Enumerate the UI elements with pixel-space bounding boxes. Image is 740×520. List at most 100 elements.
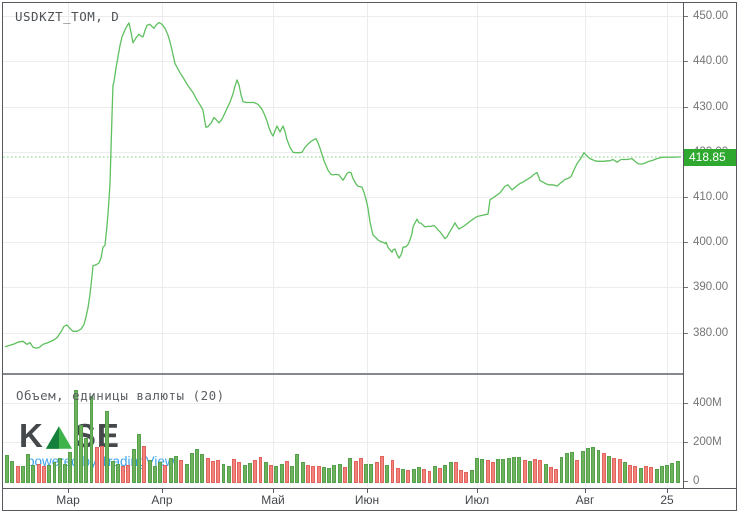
volume-bar — [485, 459, 490, 483]
volume-bar — [205, 457, 210, 484]
time-scale-tick — [667, 489, 668, 493]
volume-bar — [559, 456, 564, 483]
volume-bar — [453, 461, 458, 483]
gridline — [3, 403, 683, 404]
price-tick-label: 400M — [693, 397, 722, 409]
time-scale-tick — [273, 489, 274, 493]
volume-bar — [379, 455, 384, 483]
volume-bar — [527, 460, 532, 483]
volume-bar — [152, 465, 157, 484]
price-scale-tick — [684, 16, 688, 17]
volume-bar — [406, 470, 411, 483]
time-tick-label: Июл — [464, 493, 490, 507]
volume-bar — [374, 461, 379, 483]
volume-bar — [311, 465, 316, 484]
volume-bar — [84, 438, 89, 483]
volume-bar — [353, 460, 358, 483]
volume-bar — [26, 453, 31, 484]
volume-bar — [438, 468, 443, 483]
gridline — [68, 3, 69, 373]
volume-bar — [591, 446, 596, 483]
volume-bar — [47, 464, 52, 483]
volume-bar — [5, 454, 9, 483]
price-tick-label: 440.00 — [693, 55, 729, 67]
volume-bar — [533, 458, 538, 483]
volume-bar — [68, 451, 73, 483]
price-scale-tick — [684, 442, 688, 443]
gridline — [477, 3, 478, 373]
volume-bar — [253, 459, 258, 483]
volume-bar — [216, 459, 221, 483]
gridline — [585, 375, 586, 487]
volume-bar — [126, 464, 131, 483]
volume-bar — [443, 464, 448, 483]
price-tick-label: 380.00 — [693, 327, 729, 339]
volume-bar — [522, 459, 527, 483]
volume-bar — [115, 463, 120, 483]
time-tick-label: Мар — [56, 493, 80, 507]
volume-bar — [316, 466, 321, 483]
time-scale[interactable]: Мар Апр Май Июн Июл Авг 25 — [3, 488, 736, 510]
time-tick-label: 25 — [660, 493, 674, 507]
price-line-chart — [3, 21, 683, 349]
gridline — [68, 375, 69, 487]
price-scale[interactable]: 450.00440.00430.00420.00410.00400.00390.… — [683, 3, 736, 488]
volume-bar — [306, 464, 310, 483]
gridline — [3, 16, 683, 17]
volume-bar — [395, 468, 400, 483]
volume-bar — [31, 464, 36, 483]
volume-bar — [649, 467, 654, 483]
volume-bar — [607, 455, 612, 483]
volume-bar — [110, 460, 115, 483]
volume-bar — [327, 468, 332, 483]
volume-bar — [163, 464, 168, 483]
volume-bar — [506, 457, 511, 484]
volume-bar — [284, 460, 289, 483]
volume-bar — [258, 456, 263, 483]
price-tick-label: 450.00 — [693, 10, 729, 22]
volume-bar — [596, 449, 601, 483]
volume-bar — [422, 469, 427, 483]
volume-bar — [73, 389, 78, 483]
gridline — [273, 3, 274, 373]
time-tick-label: Июн — [354, 493, 380, 507]
volume-bar — [142, 445, 147, 483]
volume-bar — [242, 464, 247, 483]
volume-bar — [78, 424, 83, 483]
price-chart-pane[interactable]: USDKZT_TOM, D — [3, 3, 683, 373]
gridline — [3, 242, 683, 243]
volume-bar — [617, 458, 622, 483]
volume-bar — [57, 457, 62, 484]
volume-bar — [63, 463, 68, 483]
volume-bar — [633, 466, 638, 483]
gridline — [667, 3, 668, 373]
pane-separator[interactable] — [3, 373, 736, 375]
volume-bar — [237, 461, 242, 483]
volume-bar — [432, 466, 437, 483]
volume-bar — [321, 467, 326, 483]
volume-bar — [548, 467, 553, 483]
time-tick-label: Май — [261, 493, 285, 507]
volume-bar — [20, 466, 25, 483]
volume-bar — [10, 460, 15, 483]
volume-bar — [670, 462, 675, 483]
volume-bar — [385, 464, 390, 483]
gridline — [367, 3, 368, 373]
volume-bar — [269, 464, 274, 483]
volume-bar — [480, 458, 485, 483]
volume-bar — [543, 463, 548, 483]
volume-bar — [15, 465, 20, 484]
volume-pane[interactable]: Объем, единицы валюты (20) K SE powered … — [3, 375, 683, 487]
volume-bar — [263, 461, 268, 483]
price-tick-label: 390.00 — [693, 281, 729, 293]
volume-bar — [369, 463, 374, 483]
volume-bar — [475, 457, 479, 484]
volume-bar — [189, 452, 194, 483]
gridline — [162, 3, 163, 373]
volume-bar — [168, 457, 173, 484]
price-scale-tick — [684, 107, 688, 108]
volume-bar — [665, 464, 670, 483]
volume-bar — [158, 461, 163, 483]
volume-bar — [89, 396, 94, 483]
volume-bar — [501, 458, 506, 483]
